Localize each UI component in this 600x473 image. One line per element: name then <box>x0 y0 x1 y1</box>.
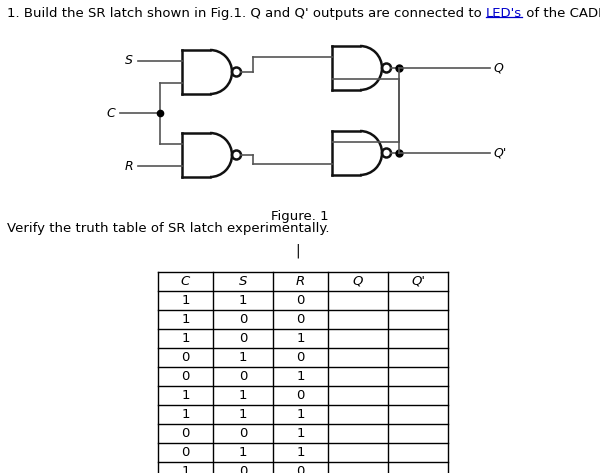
Text: 1: 1 <box>181 294 190 307</box>
Text: Q: Q <box>493 61 503 75</box>
Text: 1: 1 <box>296 446 305 459</box>
Text: LED's: LED's <box>486 7 522 20</box>
Text: of the CADET.: of the CADET. <box>522 7 600 20</box>
Text: 0: 0 <box>239 427 247 440</box>
Text: 1: 1 <box>239 389 247 402</box>
Text: Q': Q' <box>493 147 506 159</box>
Text: |: | <box>296 243 301 257</box>
Text: Verify the truth table of SR latch experimentally.: Verify the truth table of SR latch exper… <box>7 222 329 235</box>
Text: 1: 1 <box>296 427 305 440</box>
Text: 0: 0 <box>181 427 190 440</box>
Text: 0: 0 <box>296 313 305 326</box>
Text: S: S <box>239 275 247 288</box>
Text: 0: 0 <box>296 465 305 473</box>
Text: 0: 0 <box>296 294 305 307</box>
Text: R: R <box>296 275 305 288</box>
Text: 1: 1 <box>239 408 247 421</box>
Text: 1: 1 <box>239 294 247 307</box>
Text: 1. Build the SR latch shown in Fig.1. Q and Q' outputs are connected to: 1. Build the SR latch shown in Fig.1. Q … <box>7 7 486 20</box>
Text: 1: 1 <box>181 389 190 402</box>
Text: 1: 1 <box>181 332 190 345</box>
Text: 0: 0 <box>239 465 247 473</box>
Text: 1: 1 <box>181 313 190 326</box>
Text: 1: 1 <box>239 446 247 459</box>
Text: 0: 0 <box>181 446 190 459</box>
Text: 0: 0 <box>296 351 305 364</box>
Text: C: C <box>106 107 115 120</box>
Text: 1: 1 <box>181 408 190 421</box>
Text: Figure. 1: Figure. 1 <box>271 210 329 223</box>
Text: Q': Q' <box>411 275 425 288</box>
Text: 1: 1 <box>239 351 247 364</box>
Text: 1: 1 <box>181 465 190 473</box>
Text: 0: 0 <box>296 389 305 402</box>
Text: R: R <box>124 159 133 173</box>
Text: 0: 0 <box>181 370 190 383</box>
Text: 0: 0 <box>239 370 247 383</box>
Text: 1: 1 <box>296 370 305 383</box>
Text: 1: 1 <box>296 408 305 421</box>
Text: S: S <box>125 54 133 68</box>
Text: 0: 0 <box>181 351 190 364</box>
Text: 0: 0 <box>239 332 247 345</box>
Text: C: C <box>181 275 190 288</box>
Text: 1: 1 <box>296 332 305 345</box>
Text: 0: 0 <box>239 313 247 326</box>
Text: Q: Q <box>353 275 363 288</box>
